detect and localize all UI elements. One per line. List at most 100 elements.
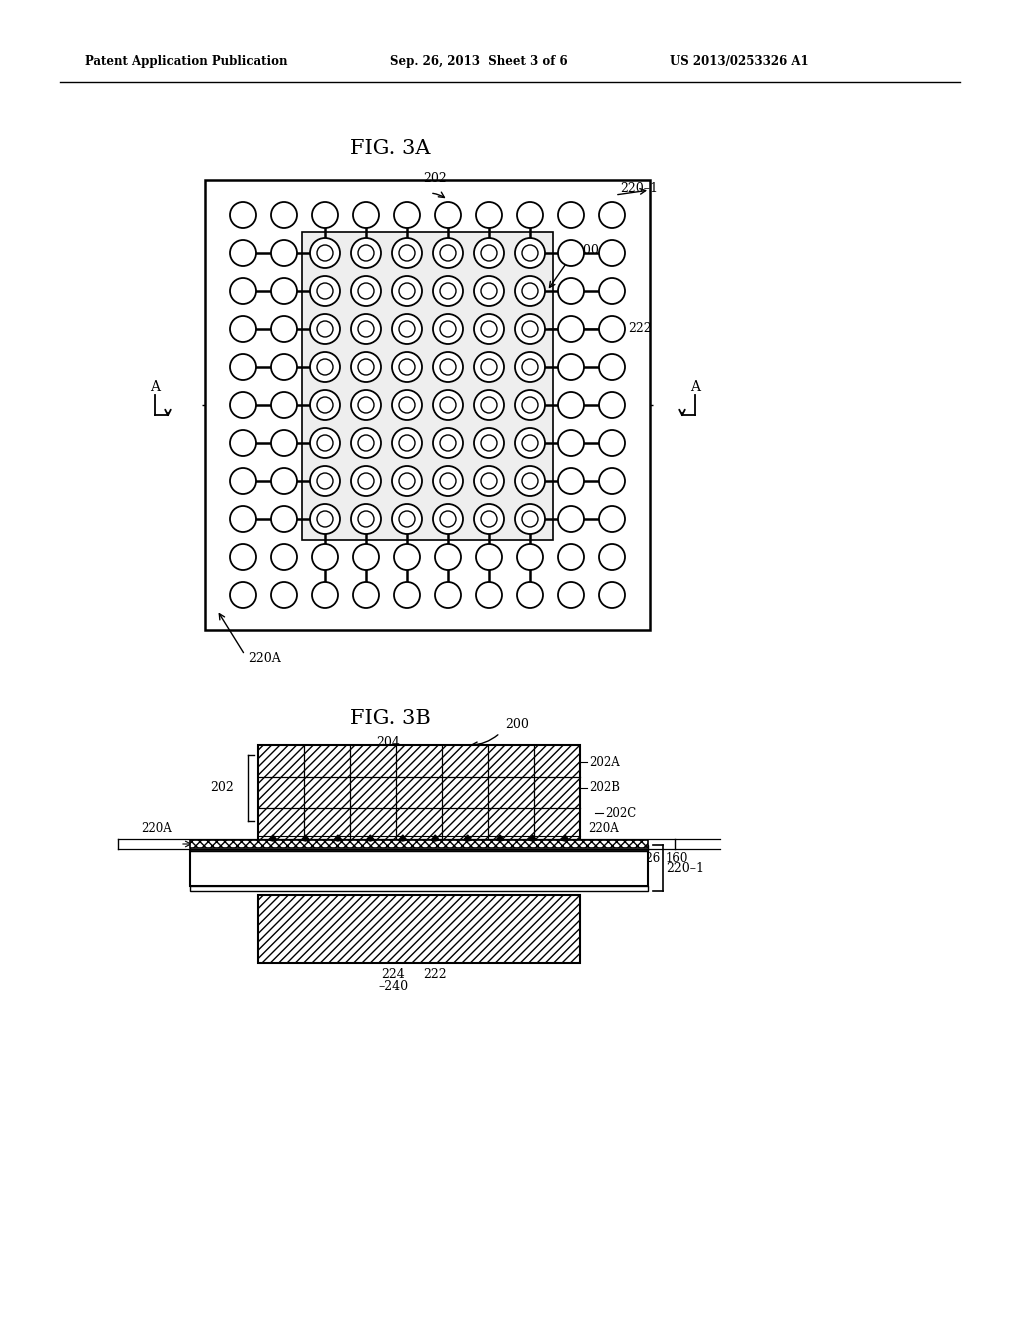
Circle shape (558, 430, 584, 455)
Polygon shape (431, 836, 439, 841)
Circle shape (599, 354, 625, 380)
Circle shape (599, 240, 625, 267)
Circle shape (358, 246, 374, 261)
Circle shape (599, 544, 625, 570)
Polygon shape (269, 836, 278, 841)
Circle shape (481, 321, 497, 337)
Circle shape (358, 321, 374, 337)
Circle shape (599, 506, 625, 532)
Circle shape (392, 466, 422, 496)
Circle shape (271, 430, 297, 455)
Circle shape (230, 544, 256, 570)
Circle shape (230, 202, 256, 228)
Circle shape (394, 582, 420, 609)
Text: 200: 200 (575, 243, 599, 256)
Circle shape (351, 389, 381, 420)
Circle shape (517, 544, 543, 570)
Circle shape (515, 238, 545, 268)
Circle shape (481, 436, 497, 451)
Circle shape (435, 544, 461, 570)
Bar (190, 845, 648, 851)
Circle shape (358, 473, 374, 488)
Circle shape (399, 246, 415, 261)
Circle shape (481, 511, 497, 527)
Circle shape (392, 389, 422, 420)
Bar (190, 840, 648, 847)
Circle shape (271, 582, 297, 609)
Bar (205, 180, 650, 630)
Circle shape (435, 582, 461, 609)
Text: –240: –240 (378, 981, 409, 994)
Circle shape (599, 279, 625, 304)
Circle shape (271, 392, 297, 418)
Circle shape (394, 544, 420, 570)
Circle shape (599, 315, 625, 342)
Text: 220A: 220A (588, 821, 618, 834)
Circle shape (474, 238, 504, 268)
Text: 202A: 202A (589, 755, 620, 768)
Circle shape (351, 466, 381, 496)
Circle shape (310, 428, 340, 458)
Circle shape (515, 276, 545, 306)
Circle shape (271, 279, 297, 304)
Text: FIG. 3A: FIG. 3A (350, 139, 430, 157)
Circle shape (394, 202, 420, 228)
Circle shape (351, 504, 381, 535)
Circle shape (271, 315, 297, 342)
Circle shape (399, 321, 415, 337)
Circle shape (351, 238, 381, 268)
Circle shape (310, 314, 340, 345)
Circle shape (599, 430, 625, 455)
Circle shape (351, 352, 381, 381)
Circle shape (474, 276, 504, 306)
Circle shape (558, 469, 584, 494)
Circle shape (433, 238, 463, 268)
Circle shape (271, 506, 297, 532)
Text: 220–1: 220–1 (620, 181, 658, 194)
Circle shape (271, 202, 297, 228)
Circle shape (392, 504, 422, 535)
Circle shape (271, 544, 297, 570)
Circle shape (399, 436, 415, 451)
Text: 202: 202 (423, 172, 446, 185)
Circle shape (515, 314, 545, 345)
Circle shape (358, 397, 374, 413)
Circle shape (271, 354, 297, 380)
Circle shape (476, 544, 502, 570)
Polygon shape (496, 836, 504, 841)
Circle shape (230, 354, 256, 380)
Circle shape (522, 397, 538, 413)
Circle shape (558, 315, 584, 342)
Circle shape (435, 202, 461, 228)
Text: 220A: 220A (248, 652, 281, 664)
Circle shape (358, 511, 374, 527)
Text: 160: 160 (666, 851, 688, 865)
Bar (190, 840, 648, 847)
Bar (190, 851, 648, 886)
Circle shape (353, 544, 379, 570)
Circle shape (353, 202, 379, 228)
Polygon shape (528, 836, 537, 841)
Text: 202: 202 (210, 781, 234, 795)
Circle shape (515, 504, 545, 535)
Text: 222: 222 (423, 969, 446, 982)
Polygon shape (301, 836, 309, 841)
Circle shape (515, 428, 545, 458)
Circle shape (599, 582, 625, 609)
Circle shape (515, 389, 545, 420)
Circle shape (599, 392, 625, 418)
Circle shape (517, 582, 543, 609)
Circle shape (230, 506, 256, 532)
Circle shape (310, 352, 340, 381)
Circle shape (517, 202, 543, 228)
Circle shape (392, 352, 422, 381)
Circle shape (474, 389, 504, 420)
Circle shape (440, 359, 456, 375)
Circle shape (317, 321, 333, 337)
Circle shape (433, 389, 463, 420)
Circle shape (558, 354, 584, 380)
Circle shape (440, 246, 456, 261)
Circle shape (558, 582, 584, 609)
Bar (258, 744, 580, 840)
Circle shape (310, 238, 340, 268)
